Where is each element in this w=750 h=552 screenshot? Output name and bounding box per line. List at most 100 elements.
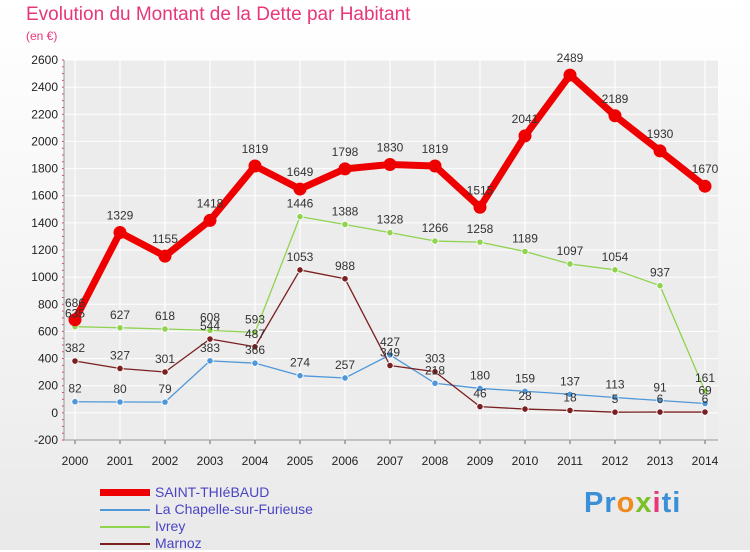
data-label: 1830 xyxy=(377,141,404,155)
data-label: 593 xyxy=(245,312,265,326)
data-label: 69 xyxy=(698,383,712,397)
data-point xyxy=(521,247,529,256)
data-label: 80 xyxy=(113,382,127,396)
y-tick-label: 400 xyxy=(38,352,58,366)
data-label: 382 xyxy=(65,341,85,355)
data-label: 137 xyxy=(560,374,580,388)
data-label: 635 xyxy=(65,307,85,321)
y-tick-label: 600 xyxy=(38,324,58,338)
logo-letter: o xyxy=(616,487,636,519)
data-label: 6 xyxy=(657,392,664,406)
x-tick-label: 2013 xyxy=(647,454,674,468)
data-point xyxy=(293,182,307,196)
data-point xyxy=(116,324,124,332)
data-point xyxy=(248,159,262,173)
data-label: 2489 xyxy=(557,51,584,65)
data-label: 1189 xyxy=(512,231,538,245)
data-label: 427 xyxy=(380,335,400,349)
data-point xyxy=(116,364,124,373)
data-label: 303 xyxy=(425,352,445,366)
data-label: 1930 xyxy=(647,127,674,141)
data-label: 1670 xyxy=(692,162,719,176)
x-tick-label: 2012 xyxy=(602,454,629,468)
data-label: 1388 xyxy=(332,204,359,218)
x-tick-label: 2006 xyxy=(332,454,359,468)
legend-label: Marnoz xyxy=(155,535,202,551)
data-label: 2189 xyxy=(602,92,629,106)
data-label: 608 xyxy=(200,310,220,324)
data-label: 1266 xyxy=(422,221,449,235)
legend-swatch xyxy=(100,543,150,545)
data-label: 618 xyxy=(155,309,175,323)
data-point xyxy=(611,408,619,416)
x-tick-label: 2014 xyxy=(692,454,719,468)
data-point xyxy=(476,403,484,411)
data-point xyxy=(296,266,304,274)
data-point xyxy=(206,326,214,334)
data-label: 627 xyxy=(110,308,130,322)
y-tick-label: 1800 xyxy=(31,162,58,176)
data-label: 686 xyxy=(65,296,85,310)
proxiti-logo: Proxiti xyxy=(584,487,681,520)
data-label: 1328 xyxy=(377,213,404,227)
data-point xyxy=(656,282,664,290)
logo-letter: x xyxy=(635,487,653,519)
data-point xyxy=(431,379,439,387)
data-point xyxy=(611,266,619,274)
x-tick-label: 2008 xyxy=(422,454,449,468)
data-point xyxy=(158,249,172,263)
data-label: 349 xyxy=(380,345,400,359)
data-label: 544 xyxy=(200,319,220,333)
data-point xyxy=(566,390,574,398)
data-point xyxy=(206,357,214,365)
data-point xyxy=(251,328,259,336)
data-point xyxy=(296,213,304,221)
data-point xyxy=(338,162,352,176)
y-tick-label: 2200 xyxy=(31,107,58,121)
data-point xyxy=(341,220,349,229)
data-point xyxy=(203,213,217,227)
data-label: 1798 xyxy=(332,145,359,159)
x-tick-label: 2011 xyxy=(557,454,583,468)
data-point xyxy=(473,200,487,214)
data-label: 1258 xyxy=(467,222,494,236)
logo-letter: t xyxy=(661,487,673,519)
data-label: 1053 xyxy=(287,250,314,264)
data-point xyxy=(161,398,169,406)
data-label: 218 xyxy=(425,363,445,377)
x-tick-label: 2002 xyxy=(152,454,179,468)
data-label: 327 xyxy=(110,348,130,362)
data-label: 1649 xyxy=(287,165,314,179)
data-point xyxy=(386,361,394,370)
data-point xyxy=(251,359,259,367)
y-tick-label: 2000 xyxy=(31,134,58,148)
x-tick-label: 2005 xyxy=(287,454,314,468)
data-label: 18 xyxy=(563,390,577,404)
data-label: 91 xyxy=(653,381,667,395)
legend-label: SAINT-THIéBAUD xyxy=(155,484,270,500)
data-label: 366 xyxy=(245,343,265,357)
data-point xyxy=(161,325,169,333)
data-label: 79 xyxy=(158,382,172,396)
data-label: 28 xyxy=(518,389,532,403)
chart-title: Evolution du Montant de la Dette par Hab… xyxy=(26,4,411,25)
data-point xyxy=(341,374,349,382)
data-point xyxy=(701,408,709,416)
data-point xyxy=(251,343,259,351)
data-label: 301 xyxy=(155,352,175,366)
legend-swatch xyxy=(100,509,150,511)
data-label: 383 xyxy=(200,341,220,355)
data-point xyxy=(566,406,574,415)
data-label: 5 xyxy=(612,392,619,406)
data-point xyxy=(113,225,127,239)
data-point xyxy=(206,335,214,343)
x-tick-label: 2009 xyxy=(467,454,494,468)
data-point xyxy=(611,393,619,402)
y-tick-label: 1600 xyxy=(31,189,58,203)
data-label: 274 xyxy=(290,356,310,370)
x-tick-label: 2004 xyxy=(242,454,269,468)
y-tick-label: 1400 xyxy=(31,216,58,230)
data-label: 1819 xyxy=(242,142,269,156)
data-label: 6 xyxy=(702,392,709,406)
data-label: 180 xyxy=(470,368,490,382)
